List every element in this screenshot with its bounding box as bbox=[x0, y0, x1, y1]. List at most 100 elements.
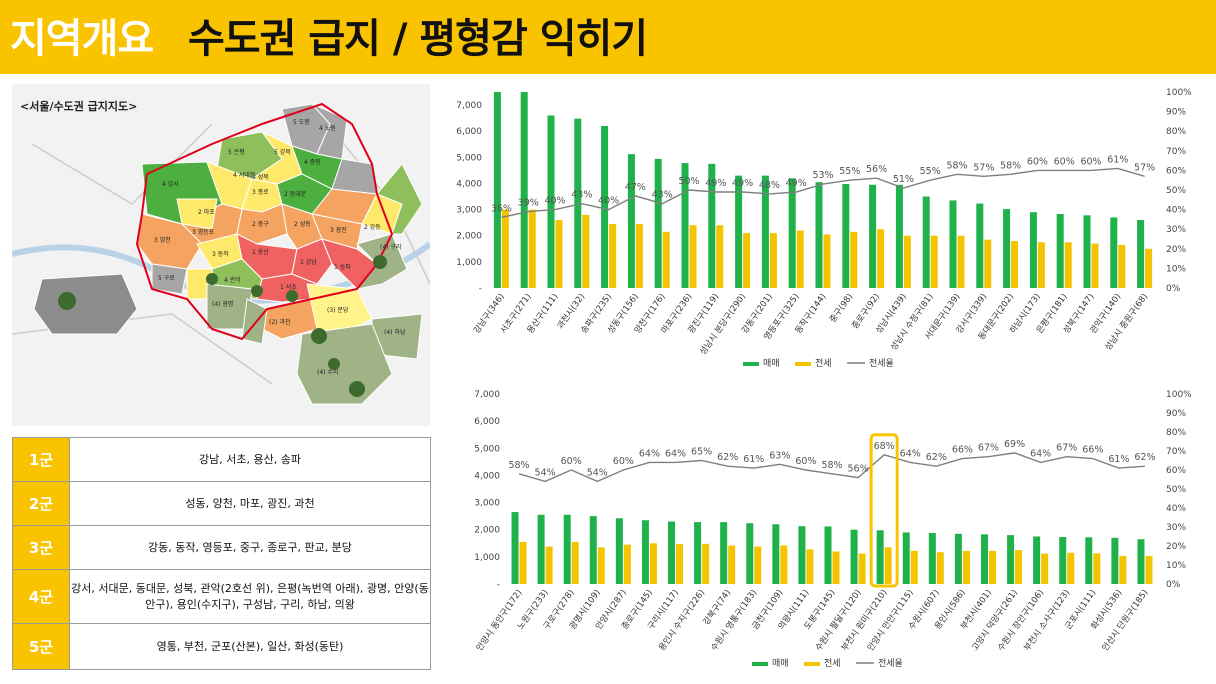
bar-jeonse bbox=[1118, 244, 1126, 288]
bar-jeonse bbox=[689, 225, 697, 288]
x-tick-label: 수원시 팔달구(120) bbox=[813, 587, 864, 653]
map-label: 5 구로 bbox=[158, 275, 175, 282]
y2-tick-label: 70% bbox=[1166, 147, 1186, 157]
bar-buy bbox=[954, 533, 962, 584]
highlight-box bbox=[869, 433, 899, 588]
bar-jeonse bbox=[609, 223, 617, 288]
bar-jeonse bbox=[501, 209, 509, 288]
x-tick-label: 수원시 영통구(183) bbox=[709, 587, 760, 653]
map-label: (4) 수지 bbox=[317, 368, 338, 376]
group-label: 1군 bbox=[12, 437, 70, 482]
bar-jeonse bbox=[743, 233, 751, 288]
y-tick-label: 4,000 bbox=[474, 471, 500, 481]
bar-buy bbox=[869, 184, 877, 288]
bar-buy bbox=[824, 526, 832, 584]
y2-tick-label: 50% bbox=[1166, 186, 1186, 196]
bar-jeonse bbox=[823, 234, 831, 288]
table-row: 4군 강서, 서대문, 동대문, 성북, 관악(2호선 위), 은평(녹번역 아… bbox=[12, 569, 431, 624]
y-tick-label: 1,000 bbox=[456, 258, 482, 268]
bar-jeonse bbox=[769, 233, 777, 288]
ratio-data-label: 58% bbox=[508, 460, 529, 471]
bar-jeonse bbox=[1064, 242, 1072, 288]
x-tick-label: 안양시 동안구(172) bbox=[474, 587, 525, 653]
table-row: 5군 영통, 부천, 군포(산본), 일산, 화성(동탄) bbox=[12, 623, 431, 670]
ratio-data-label: 62% bbox=[1134, 452, 1155, 463]
ratio-data-label: 43% bbox=[571, 190, 592, 201]
x-tick-label: 안산시 단원구(185) bbox=[1100, 587, 1151, 653]
y2-tick-label: 100% bbox=[1166, 390, 1192, 400]
group-desc: 강남, 서초, 용산, 송파 bbox=[69, 437, 431, 482]
table-row: 3군 강동, 동작, 영등포, 중구, 종로구, 판교, 분당 bbox=[12, 525, 431, 570]
bar-buy bbox=[668, 521, 676, 584]
map-illustration: 5 도봉 4 노원 5 강북 5 은평 3 성북 4 중랑 4 서대문 3 종로… bbox=[12, 102, 430, 405]
bar-buy bbox=[511, 512, 519, 584]
map-label: 2 중구 bbox=[252, 221, 269, 228]
group-desc: 영통, 부천, 군포(산본), 일산, 화성(동탄) bbox=[69, 623, 431, 670]
bar-jeonse bbox=[528, 209, 536, 288]
bar-jeonse bbox=[1145, 248, 1153, 288]
map-label: (4) 하남 bbox=[384, 328, 406, 336]
map-label: 2 성동 bbox=[294, 220, 311, 228]
y-tick-label: 3,000 bbox=[456, 206, 482, 216]
bar-buy bbox=[876, 530, 884, 584]
ratio-data-label: 60% bbox=[561, 456, 582, 467]
legend-label: 매매 bbox=[772, 658, 789, 669]
x-tick-label: 안양시 만안구(115) bbox=[865, 587, 916, 653]
bar-buy bbox=[1003, 209, 1011, 288]
ratio-data-label: 62% bbox=[926, 452, 947, 463]
bar-buy bbox=[641, 520, 649, 584]
x-tick-label: 중구(98) bbox=[828, 292, 855, 325]
x-tick-label: 용인시 수지구(226) bbox=[656, 587, 707, 653]
bar-jeonse bbox=[988, 550, 996, 584]
y2-tick-label: 20% bbox=[1166, 245, 1186, 255]
y-tick-label: 5,000 bbox=[456, 153, 482, 163]
y2-tick-label: 10% bbox=[1166, 264, 1186, 274]
map-label: 2 동대문 bbox=[284, 190, 307, 198]
bar-buy bbox=[772, 524, 780, 584]
map-label: 2 마포 bbox=[198, 208, 215, 216]
bar-jeonse bbox=[957, 235, 965, 288]
ratio-data-label: 67% bbox=[978, 443, 999, 454]
bar-jeonse bbox=[806, 549, 814, 584]
chart-top-wrap: - 1,000 2,000 3,000 4,000 5,000 6,000 7,000 0% 10… bbox=[440, 80, 1210, 380]
legend-swatch-buy bbox=[752, 662, 768, 666]
map-label: (2) 과천 bbox=[269, 318, 290, 326]
group-desc: 강서, 서대문, 동대문, 성북, 관악(2호선 위), 은평(녹번역 아래),… bbox=[69, 569, 431, 624]
map-label: 4 중랑 bbox=[304, 159, 321, 166]
bar-jeonse bbox=[910, 550, 918, 584]
ratio-data-label: 51% bbox=[893, 174, 914, 185]
bar-buy bbox=[694, 522, 702, 584]
bar-buy bbox=[1033, 536, 1041, 584]
legend-swatch-jeonse bbox=[795, 362, 811, 366]
y2-tick-label: 60% bbox=[1166, 166, 1186, 176]
ratio-line bbox=[518, 452, 1146, 483]
ratio-data-label: 55% bbox=[839, 166, 860, 177]
y2-tick-label: 100% bbox=[1166, 88, 1192, 98]
bar-buy bbox=[895, 184, 903, 288]
map-caption: <서울/수도권 급지지도> bbox=[20, 100, 138, 113]
ratio-data-label: 61% bbox=[1107, 154, 1128, 165]
bar-jeonse bbox=[649, 543, 657, 584]
bar-jeonse bbox=[1091, 243, 1099, 288]
bar-buy bbox=[681, 163, 689, 288]
region-map: <서울/수도권 급지지도> bbox=[12, 84, 430, 426]
ratio-data-label: 62% bbox=[717, 452, 738, 463]
bar-buy bbox=[788, 178, 796, 288]
y2-tick-label: 90% bbox=[1166, 108, 1186, 118]
bar-jeonse bbox=[676, 544, 684, 584]
bar-buy bbox=[815, 182, 823, 288]
table-row: 1군 강남, 서초, 용산, 송파 bbox=[12, 437, 431, 482]
y2-tick-label: 40% bbox=[1166, 504, 1186, 514]
map-label: 5 도봉 bbox=[293, 118, 310, 126]
map-label: 2 강동 bbox=[364, 223, 381, 231]
bar-buy bbox=[1029, 212, 1037, 288]
y-tick-label: 6,000 bbox=[456, 127, 482, 137]
bar-buy bbox=[1083, 215, 1091, 288]
bar-buy bbox=[1007, 535, 1015, 584]
y2-tick-label: 40% bbox=[1166, 206, 1186, 216]
y-tick-label: 5,000 bbox=[474, 444, 500, 454]
chart-top: - 1,000 2,000 3,000 4,000 5,000 6,000 7,000 0% 10… bbox=[456, 88, 1192, 369]
bar-buy bbox=[1111, 537, 1119, 584]
ratio-data-label: 69% bbox=[1004, 439, 1025, 450]
bar-jeonse bbox=[858, 553, 866, 584]
